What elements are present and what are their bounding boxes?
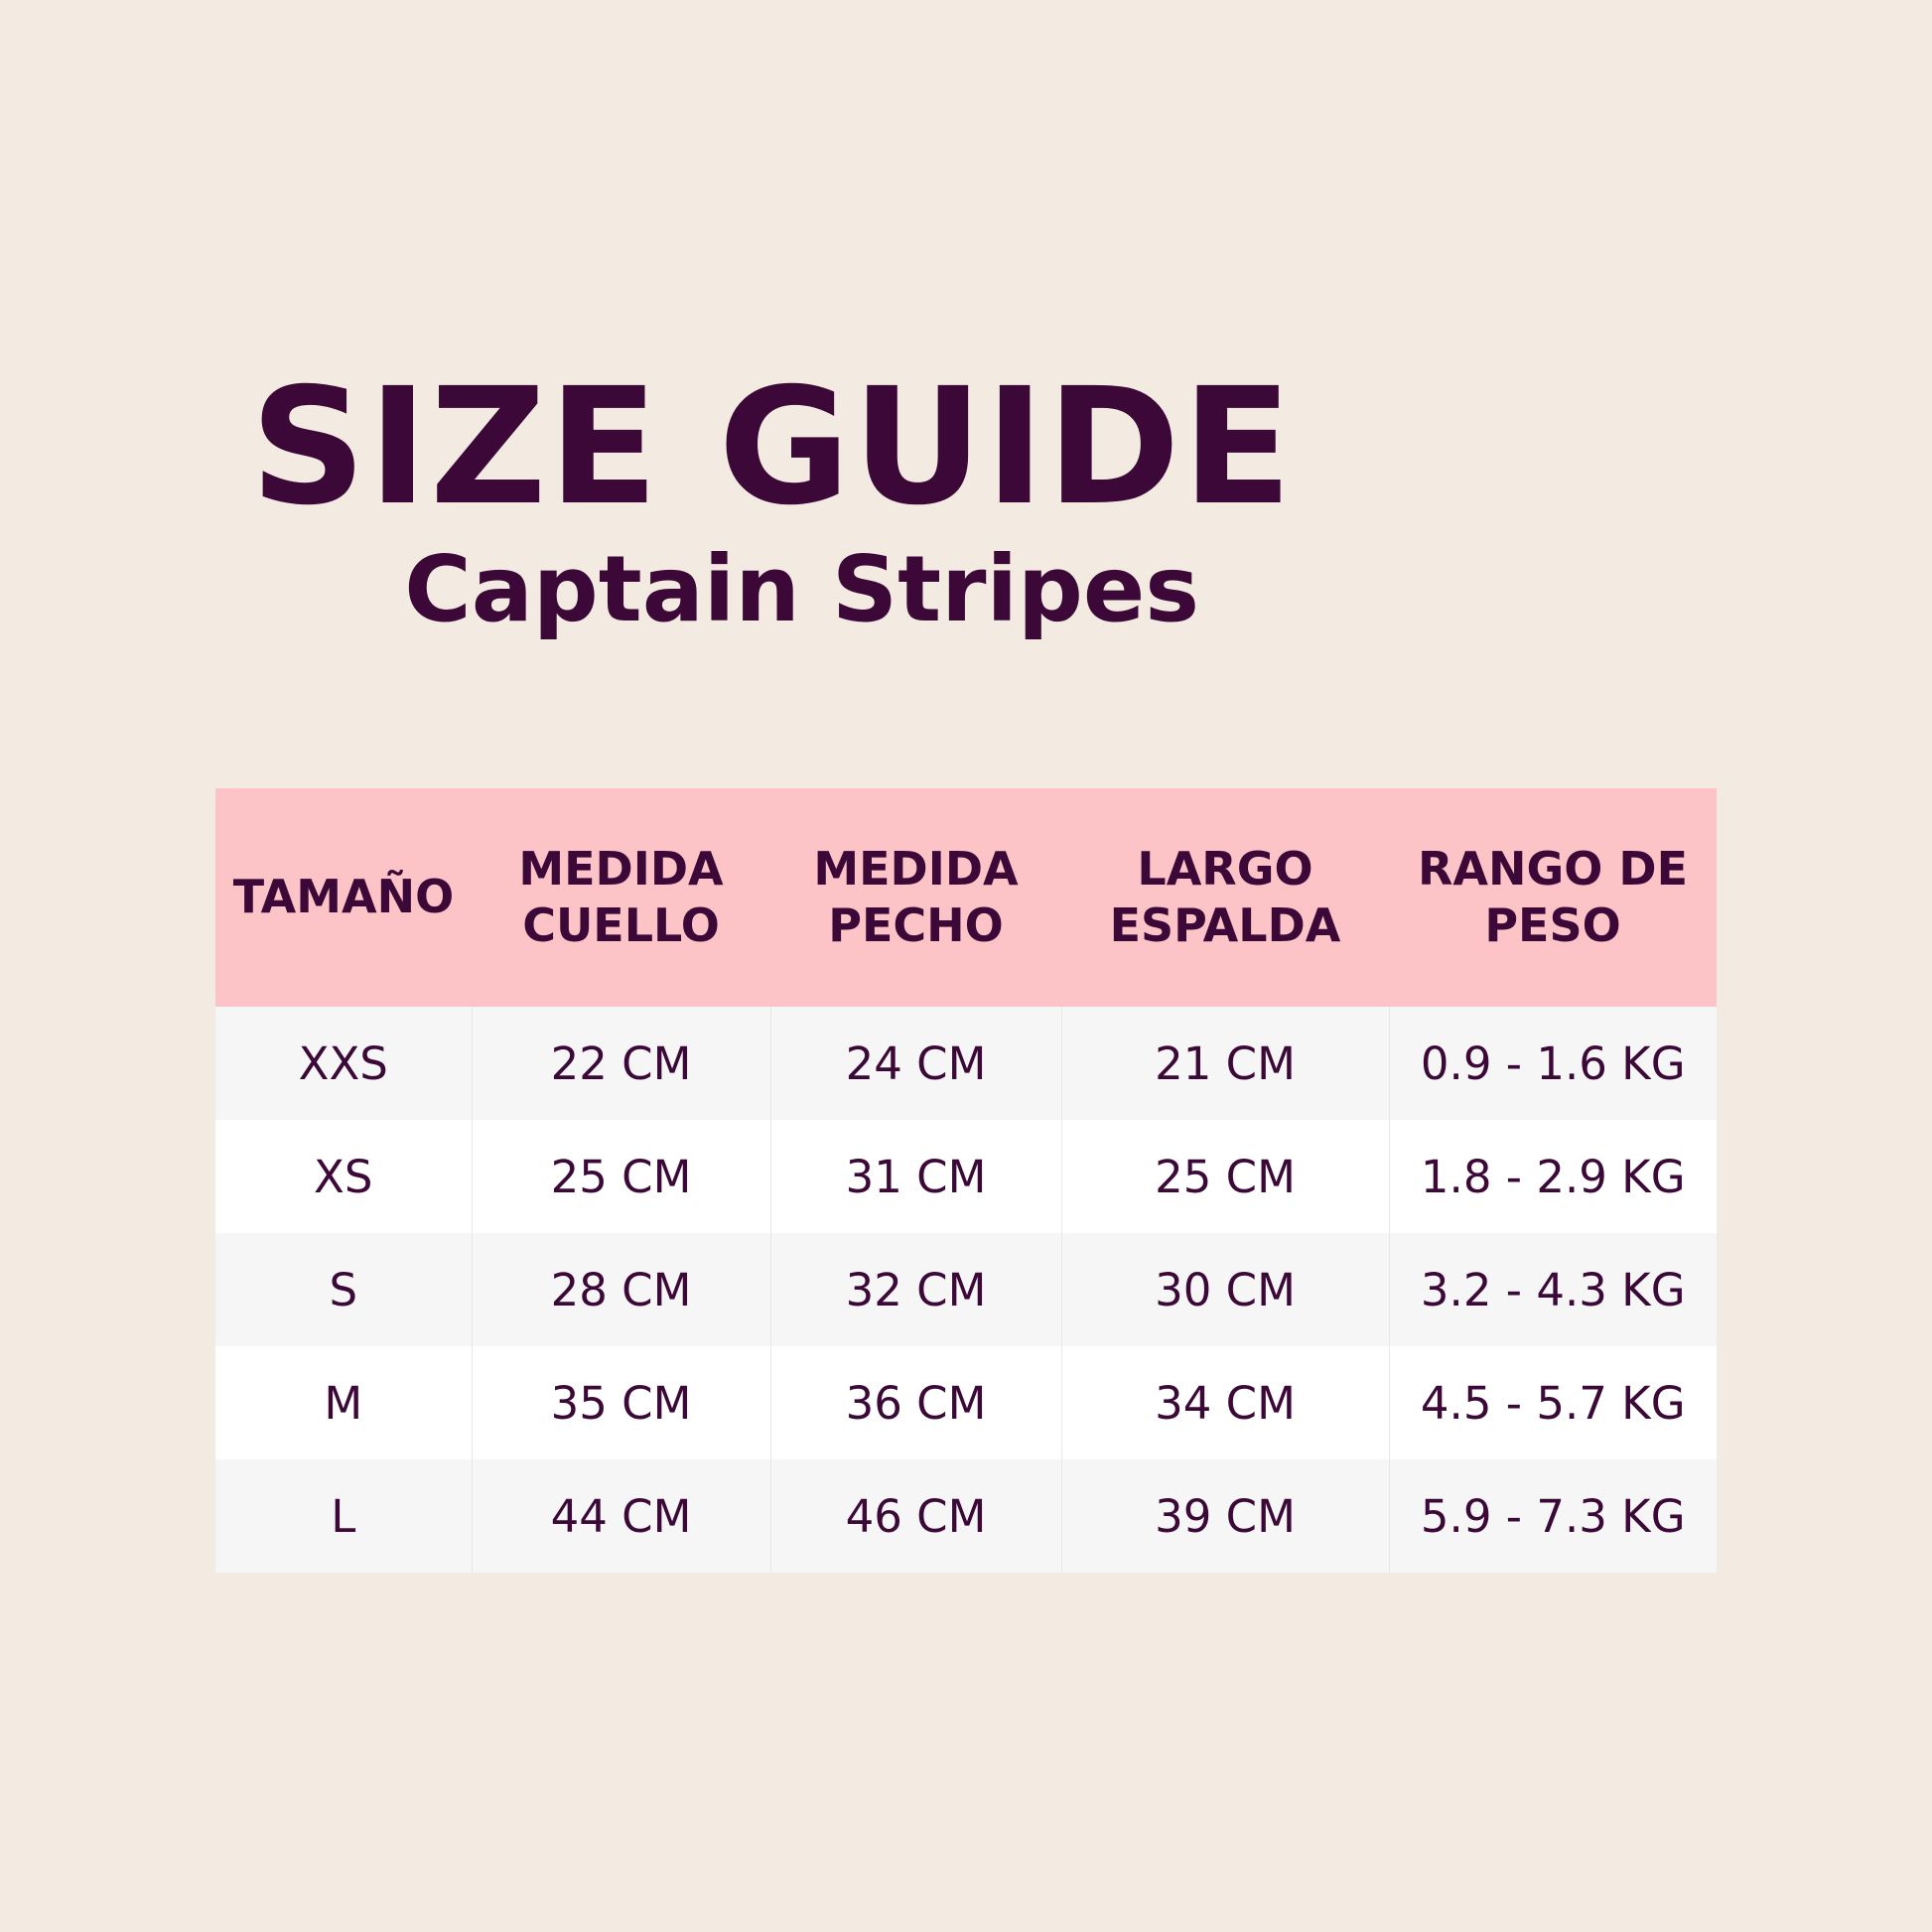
- table-cell: 4.5 - 5.7 KG: [1388, 1346, 1717, 1459]
- table-body: XXS 22 CM 24 CM 21 CM 0.9 - 1.6 KG XS 25 CM 31 …: [215, 1007, 1717, 1573]
- table-cell: 24 CM: [769, 1007, 1061, 1120]
- subtitle: Captain Stripes: [404, 536, 1199, 642]
- table-cell: 5.9 - 7.3 KG: [1388, 1459, 1717, 1573]
- table-cell: 21 CM: [1060, 1007, 1389, 1120]
- size-table: TAMAÑO MEDIDA CUELLO MEDIDA PECHO LARGO ESP…: [215, 788, 1717, 1573]
- table-cell: L: [215, 1459, 472, 1573]
- column-header: LARGO ESPALDA: [1061, 788, 1389, 1007]
- table-cell: 46 CM: [769, 1459, 1061, 1573]
- table-cell: 31 CM: [769, 1120, 1061, 1233]
- table-row: XXS 22 CM 24 CM 21 CM 0.9 - 1.6 KG: [215, 1007, 1717, 1120]
- column-header: MEDIDA CUELLO: [472, 788, 770, 1007]
- table-cell: 34 CM: [1060, 1346, 1389, 1459]
- table-cell: XXS: [215, 1007, 472, 1120]
- table-cell: 39 CM: [1060, 1459, 1389, 1573]
- table-cell: 35 CM: [471, 1346, 770, 1459]
- table-cell: 30 CM: [1060, 1233, 1389, 1346]
- table-cell: 28 CM: [471, 1233, 770, 1346]
- table-cell: 44 CM: [471, 1459, 770, 1573]
- table-header: TAMAÑO MEDIDA CUELLO MEDIDA PECHO LARGO ESP…: [215, 788, 1717, 1007]
- table-cell: 25 CM: [1060, 1120, 1389, 1233]
- table-cell: 25 CM: [471, 1120, 770, 1233]
- table-row: L 44 CM 46 CM 39 CM 5.9 - 7.3 KG: [215, 1459, 1717, 1573]
- column-header: TAMAÑO: [215, 788, 472, 1007]
- table-row: S 28 CM 32 CM 30 CM 3.2 - 4.3 KG: [215, 1233, 1717, 1346]
- table-row: M 35 CM 36 CM 34 CM 4.5 - 5.7 KG: [215, 1346, 1717, 1459]
- table-cell: 36 CM: [769, 1346, 1061, 1459]
- table-cell: 0.9 - 1.6 KG: [1388, 1007, 1717, 1120]
- table-cell: 32 CM: [769, 1233, 1061, 1346]
- table-cell: S: [215, 1233, 472, 1346]
- table-cell: M: [215, 1346, 472, 1459]
- table-cell: 1.8 - 2.9 KG: [1388, 1120, 1717, 1233]
- table-cell: 22 CM: [471, 1007, 770, 1120]
- table-row: XS 25 CM 31 CM 25 CM 1.8 - 2.9 KG: [215, 1120, 1717, 1233]
- title: SIZE GUIDE: [250, 354, 1295, 541]
- table-cell: 3.2 - 4.3 KG: [1388, 1233, 1717, 1346]
- column-header: MEDIDA PECHO: [770, 788, 1061, 1007]
- header-row: TAMAÑO MEDIDA CUELLO MEDIDA PECHO LARGO ESP…: [215, 788, 1717, 1007]
- table-cell: XS: [215, 1120, 472, 1233]
- column-header: RANGO DE PESO: [1389, 788, 1717, 1007]
